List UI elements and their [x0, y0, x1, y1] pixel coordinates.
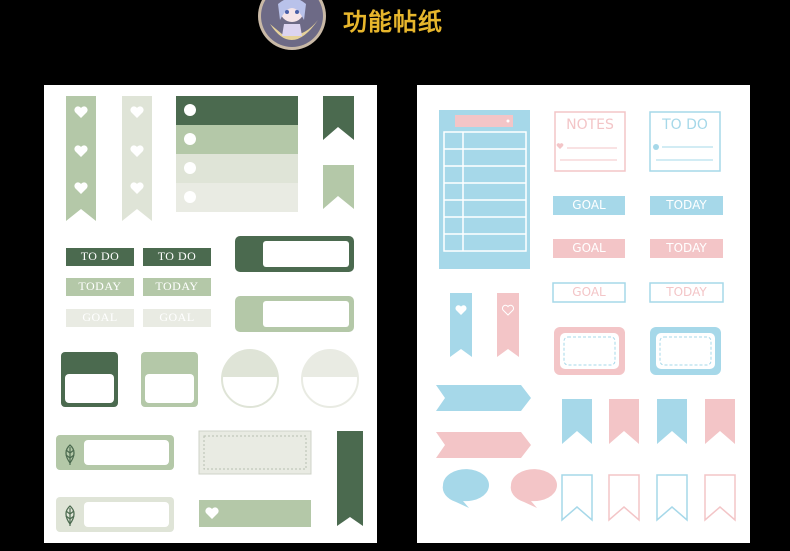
todo-label: TO DO [157, 249, 197, 263]
leaf-icon [65, 505, 75, 526]
today-label: TODAY [666, 198, 707, 212]
page-title: 功能帖纸 [343, 8, 443, 36]
flag-dark [323, 96, 354, 140]
todo-label: TO DO [80, 249, 120, 263]
goal-label: GOAL [159, 310, 195, 324]
avatar [258, 0, 326, 50]
right-sticker-art [436, 110, 736, 522]
right-sticker-sheet: NOTES TO DO GOAL TODAY GOAL TODAY GOAL T… [417, 85, 750, 543]
leaf-icon [65, 444, 75, 465]
today-label: TODAY [666, 241, 707, 255]
left-sticker-sheet: TO DO TO DO TODAY TODAY GOAL GOAL [44, 85, 377, 543]
left-sticker-art [56, 96, 363, 532]
goal-label: GOAL [572, 198, 606, 212]
heart-flag-pale [122, 96, 152, 221]
notes-title: NOTES [566, 117, 614, 133]
index-tab-strips [176, 96, 298, 212]
today-label: TODAY [155, 279, 199, 293]
today-label: TODAY [78, 279, 122, 293]
goal-label: GOAL [572, 241, 606, 255]
goal-label: GOAL [572, 285, 606, 299]
goal-label: GOAL [82, 310, 118, 324]
flag-sage [323, 165, 354, 209]
todo-title: TO DO [662, 117, 708, 133]
table-grid [443, 131, 527, 252]
today-label: TODAY [666, 285, 707, 299]
heart-flag-sage [66, 96, 96, 221]
